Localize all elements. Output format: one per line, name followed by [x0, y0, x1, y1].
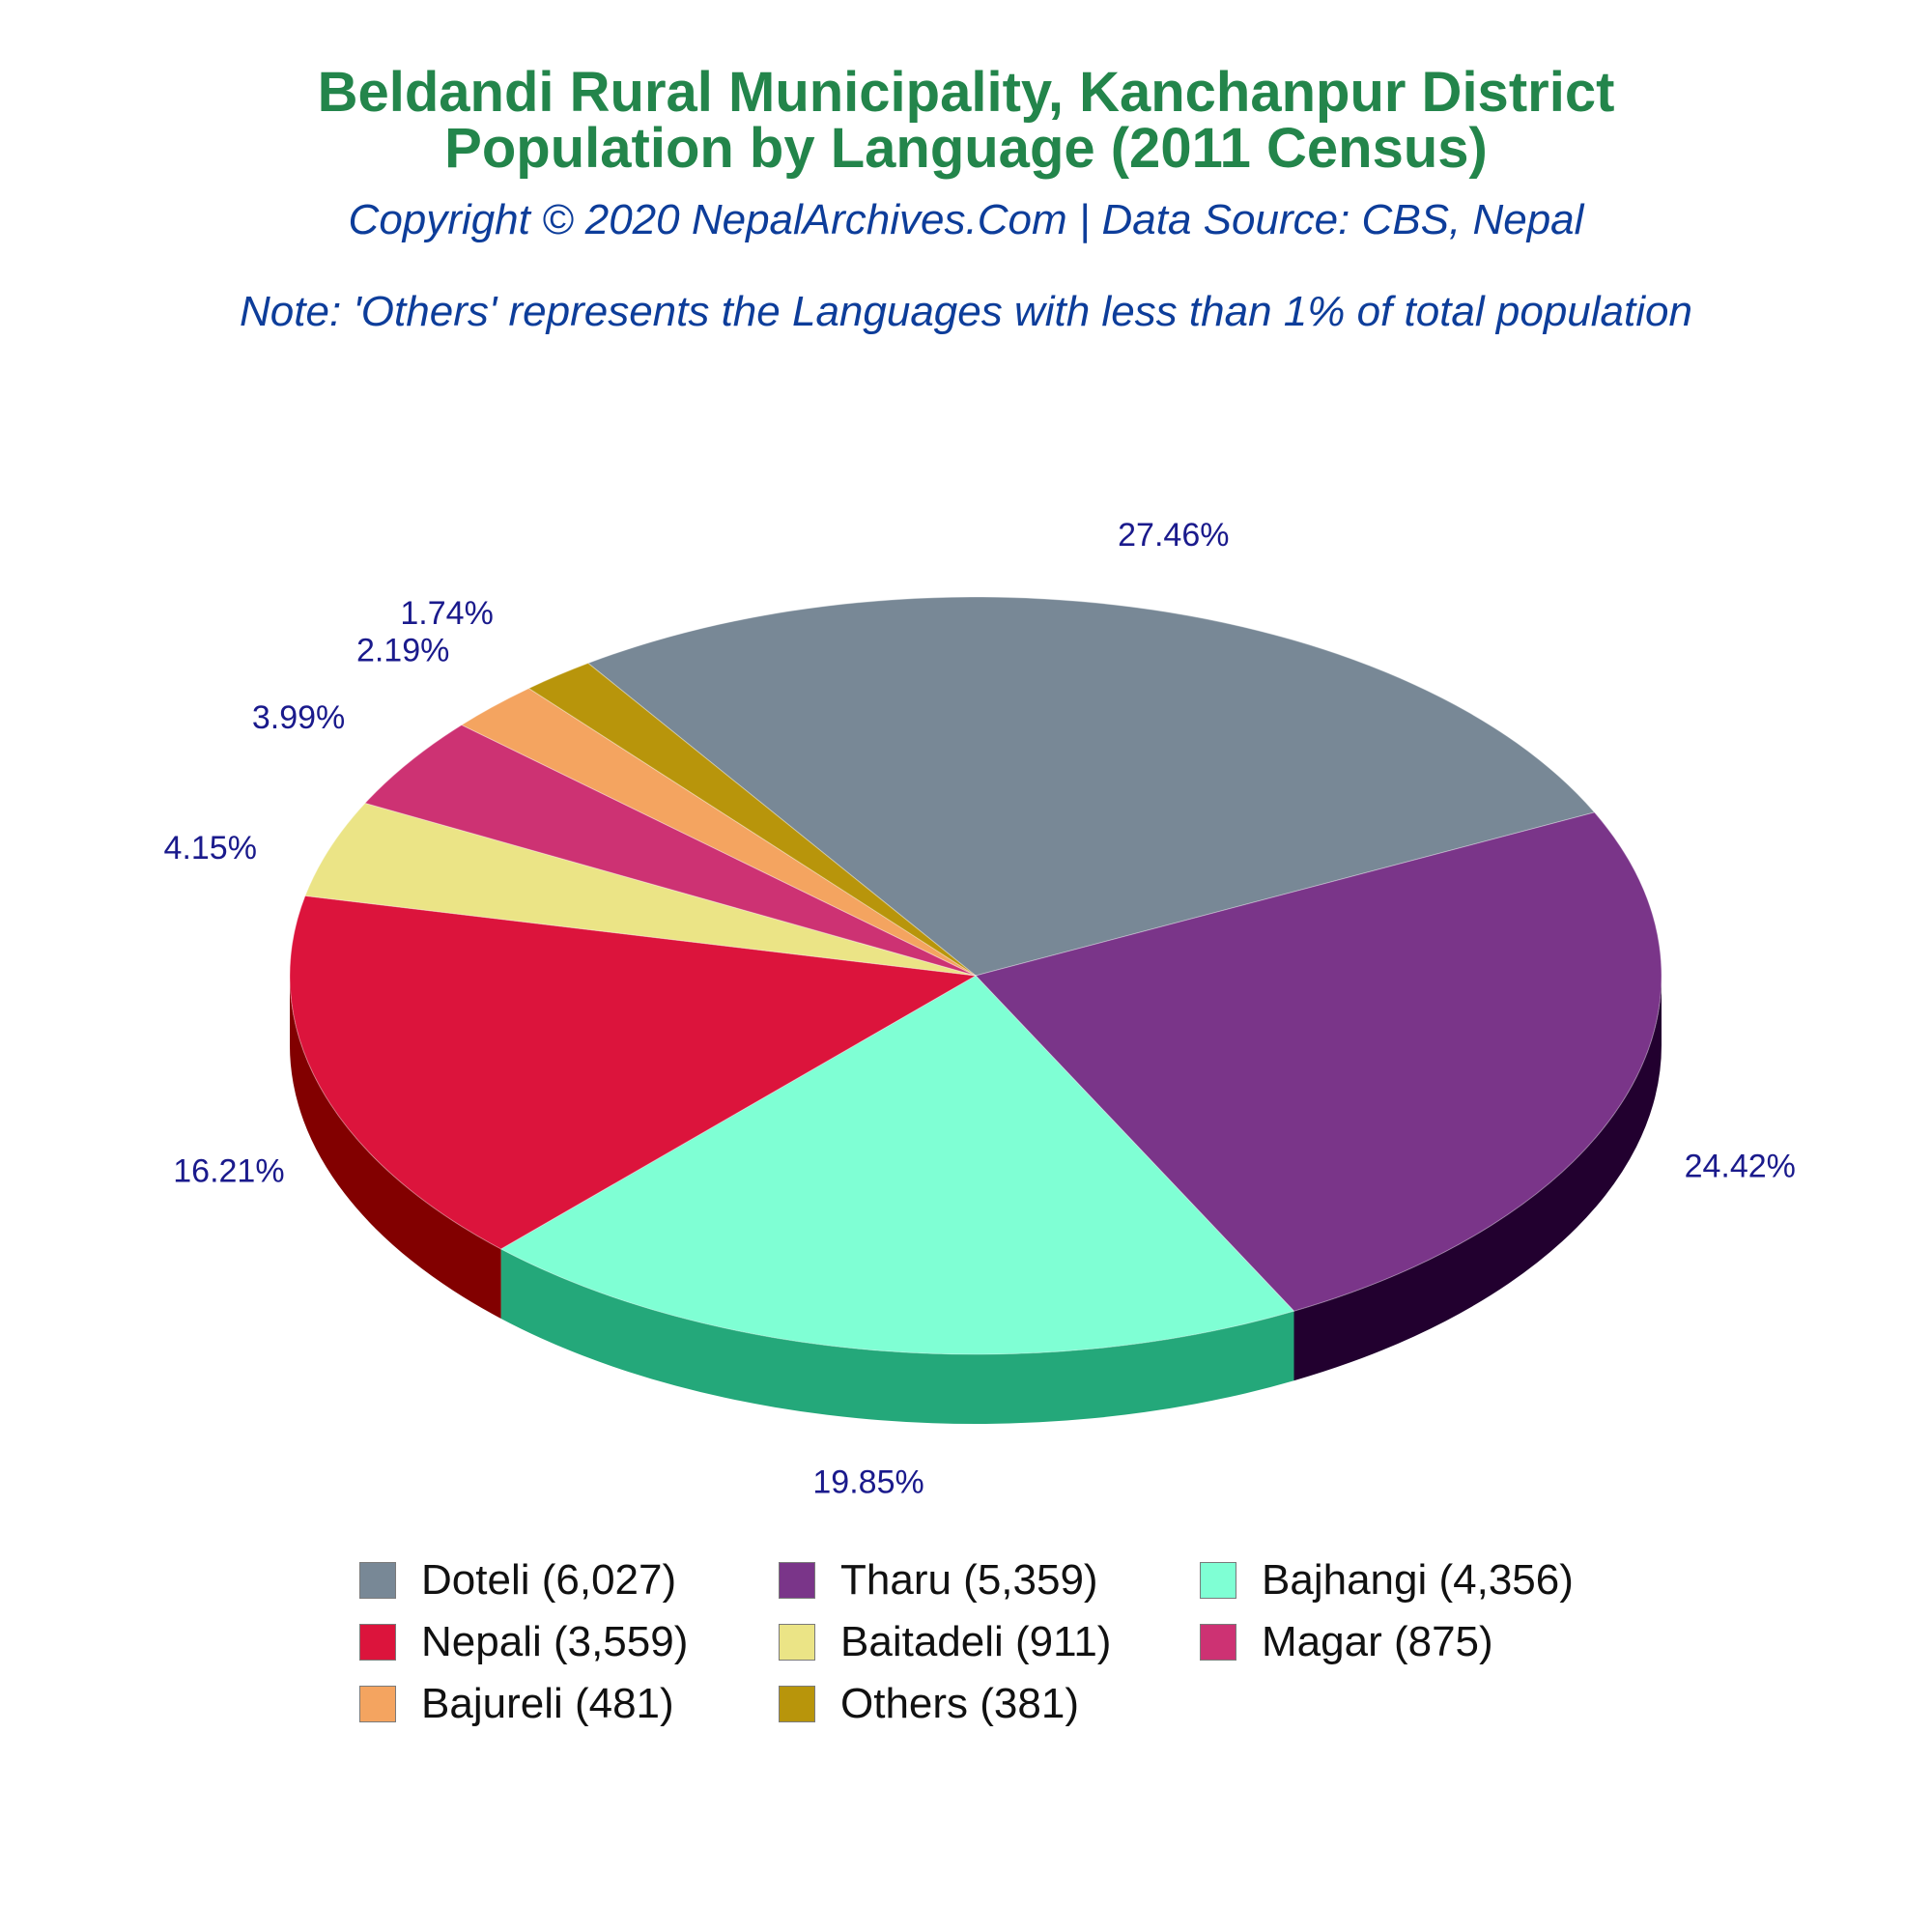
pie-label-bajureli: 2.19%: [356, 632, 449, 668]
legend-label: Tharu (5,359): [840, 1556, 1098, 1604]
legend-swatch: [359, 1686, 396, 1722]
pie-label-doteli: 27.46%: [1118, 517, 1229, 554]
pie-slice-bajhangi: [499, 975, 1295, 1355]
legend-swatch: [779, 1624, 815, 1661]
pie-slice-baitadeli: [304, 802, 977, 977]
pie-side-tharu: [1293, 976, 1662, 1381]
legend-label: Doteli (6,027): [421, 1556, 677, 1604]
pie-side-bajhangi: [500, 1248, 1294, 1424]
pie-label-bajhangi: 19.85%: [812, 1464, 923, 1501]
legend-item-baitadeli: Baitadeli (911): [779, 1618, 1112, 1665]
chart-subtitle: Population by Language (2011 Census): [444, 117, 1488, 180]
pie-label-nepali: 16.21%: [173, 1153, 284, 1190]
pie-label-baitadeli: 4.15%: [164, 830, 257, 867]
legend-swatch: [359, 1562, 396, 1599]
legend-label: Magar (875): [1262, 1618, 1493, 1665]
legend-item-bajhangi: Bajhangi (4,356): [1200, 1556, 1574, 1604]
legend-item-doteli: Doteli (6,027): [359, 1556, 677, 1604]
pie-slice-magar: [364, 724, 977, 977]
chart-legend: Doteli (6,027) Tharu (5,359) Bajhangi (4,3…: [359, 1556, 1615, 1731]
legend-item-tharu: Tharu (5,359): [779, 1556, 1098, 1604]
legend-label: Baitadeli (911): [840, 1618, 1112, 1665]
legend-item-nepali: Nepali (3,559): [359, 1618, 689, 1665]
pie-label-magar: 3.99%: [252, 699, 345, 736]
legend-item-magar: Magar (875): [1200, 1618, 1493, 1665]
legend-label: Bajhangi (4,356): [1262, 1556, 1574, 1604]
pie-label-others: 1.74%: [400, 595, 493, 632]
pie-side-nepali: [290, 976, 501, 1319]
pie-label-tharu: 24.42%: [1685, 1149, 1796, 1185]
legend-swatch: [1200, 1562, 1236, 1599]
legend-label: Nepali (3,559): [421, 1618, 689, 1665]
chart-note: Note: 'Others' represents the Languages …: [240, 288, 1692, 335]
pie-slice-tharu: [975, 811, 1662, 1312]
legend-swatch: [779, 1562, 815, 1599]
legend-item-others: Others (381): [779, 1680, 1079, 1727]
legend-item-bajureli: Bajureli (481): [359, 1680, 674, 1727]
legend-label: Others (381): [840, 1680, 1079, 1727]
chart-title: Beldandi Rural Municipality, Kanchanpur …: [317, 61, 1615, 124]
legend-swatch: [359, 1624, 396, 1661]
pie-slice-others: [527, 662, 977, 977]
copyright-text: Copyright © 2020 NepalArchives.Com | Dat…: [348, 196, 1584, 243]
pie-slice-nepali: [289, 895, 978, 1250]
legend-label: Bajureli (481): [421, 1680, 674, 1727]
pie-slice-bajureli: [460, 688, 977, 977]
legend-swatch: [1200, 1624, 1236, 1661]
pie-slice-doteli: [586, 596, 1596, 977]
legend-swatch: [779, 1686, 815, 1722]
